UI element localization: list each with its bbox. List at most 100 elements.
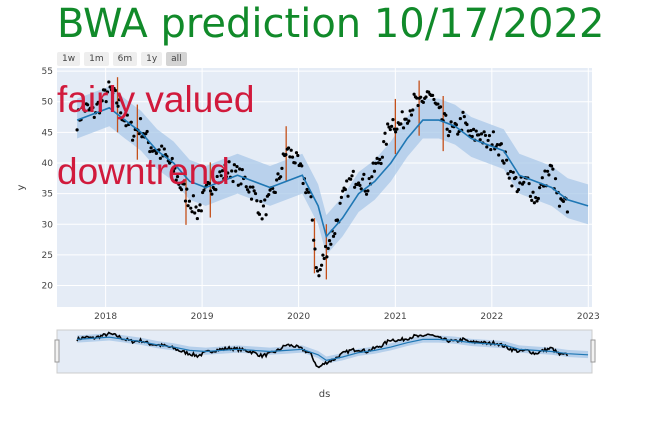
observed-point [318, 267, 322, 272]
observed-point [117, 98, 121, 102]
observed-point [100, 99, 104, 103]
observed-point [170, 156, 174, 161]
observed-point [329, 242, 333, 246]
observed-point [325, 255, 329, 259]
observed-point [259, 199, 263, 204]
forecast-line [76, 106, 589, 239]
range-button-all[interactable]: all [166, 52, 187, 66]
observed-point [230, 169, 234, 173]
y-tick-label: 45 [42, 128, 53, 138]
annotation-downtrend: downtrend [57, 151, 230, 192]
observed-point [273, 190, 277, 195]
observed-point [538, 185, 542, 190]
observed-point [173, 166, 177, 170]
plot-background [57, 68, 592, 307]
observed-point [193, 211, 197, 215]
observed-point [549, 164, 554, 168]
observed-point [505, 158, 509, 162]
observed-point [290, 155, 295, 159]
chart-text: 20 25 30 35 40 45 50 55 2018 2019 2020 2021 2022 2023… [16, 67, 600, 400]
observed-point [367, 176, 371, 181]
observed-point [380, 155, 384, 159]
observed-point [116, 104, 120, 108]
observed-point [516, 188, 521, 192]
observed-point [208, 189, 213, 193]
range-slider[interactable] [54, 329, 596, 374]
observed-point [353, 185, 357, 189]
observed-point [304, 191, 308, 195]
range-button-6m[interactable]: 6m [112, 52, 138, 66]
range-button-1m[interactable]: 1m [84, 52, 109, 66]
observed-point [366, 189, 370, 193]
observed-point [252, 189, 256, 193]
range-button-1y[interactable]: 1y [141, 52, 163, 66]
observed-point [390, 124, 394, 128]
observed-point [565, 210, 570, 214]
observed-point [238, 167, 242, 171]
observed-point [321, 253, 325, 257]
observed-point [386, 122, 390, 126]
observed-point [375, 156, 379, 160]
observed-point [205, 183, 209, 187]
observed-point [331, 234, 336, 238]
observed-point [226, 171, 230, 175]
observed-point [319, 263, 324, 267]
observed-point [111, 91, 115, 95]
observed-point [327, 239, 332, 243]
observed-point [245, 188, 250, 192]
observed-point [162, 147, 166, 151]
observed-point [454, 123, 458, 127]
observed-point [409, 113, 414, 117]
observed-point [177, 182, 181, 186]
observed-point [507, 176, 511, 180]
observed-point [255, 199, 259, 203]
observed-point [158, 156, 162, 160]
x-tick-label: 2020 [287, 312, 310, 322]
observed-point [372, 169, 377, 173]
observed-point [482, 130, 486, 134]
observed-point [289, 148, 293, 152]
observed-point [419, 95, 423, 99]
observed-point [483, 133, 488, 138]
observed-point [218, 170, 222, 174]
observed-point [284, 153, 288, 157]
main-plot [57, 68, 592, 307]
observed-point [449, 120, 453, 124]
observed-point [379, 161, 383, 166]
observed-point [534, 195, 538, 200]
observed-point [514, 175, 518, 180]
observed-point [235, 164, 239, 169]
observed-point [197, 208, 201, 213]
observed-point [175, 175, 180, 179]
observed-point [288, 155, 292, 159]
observed-point [511, 170, 515, 174]
observed-point [251, 185, 255, 189]
observed-point [485, 145, 489, 149]
x-tick-label: 2023 [577, 312, 600, 322]
observed-point [462, 115, 466, 119]
x-axis-label: ds [319, 389, 331, 400]
observed-point [438, 105, 443, 109]
range-button-1w[interactable]: 1w [57, 52, 81, 66]
observed-point [399, 122, 403, 126]
range-slider-left-handle[interactable] [54, 339, 60, 363]
y-tick-label: 30 [42, 220, 54, 230]
observed-point [220, 169, 225, 173]
observed-point [109, 88, 114, 92]
observed-point [341, 189, 345, 193]
observed-point [401, 126, 406, 130]
observed-point [130, 138, 135, 142]
observed-point [108, 85, 112, 89]
range-slider-right-handle[interactable] [590, 339, 596, 363]
observed-point [75, 128, 79, 132]
observed-point [531, 190, 535, 194]
observed-point [232, 163, 236, 167]
observed-point [248, 185, 252, 189]
observed-point [536, 196, 540, 201]
observed-point [522, 180, 526, 184]
observed-point [412, 92, 416, 96]
observed-point [421, 100, 425, 104]
observed-point [477, 133, 481, 137]
observed-point [446, 134, 451, 138]
observed-point [408, 109, 412, 113]
